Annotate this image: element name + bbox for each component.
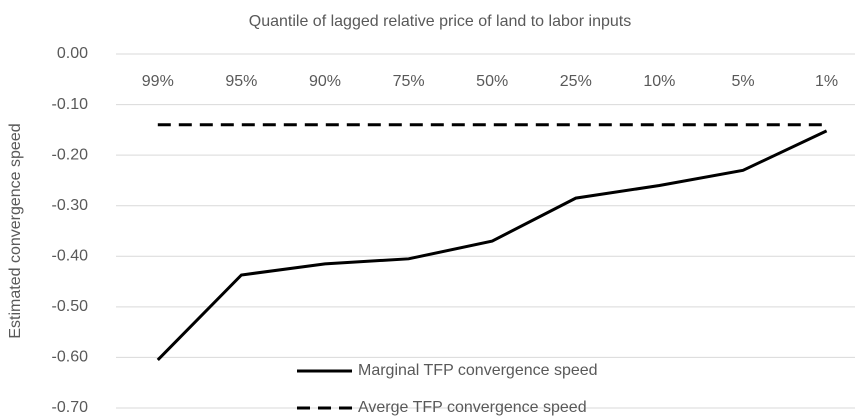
x-tick-label: 90% [309,73,341,90]
x-tick-label: 1% [815,73,838,90]
x-tick-label: 75% [393,73,425,90]
legend-label: Averge TFP convergence speed [358,399,587,416]
legend-label: Marginal TFP convergence speed [358,362,598,379]
y-tick-label: -0.20 [52,146,89,163]
y-tick-label: -0.50 [52,298,89,315]
y-tick-label: 0.00 [57,45,88,62]
y-tick-label: -0.60 [52,349,89,366]
x-tick-label: 95% [225,73,257,90]
x-tick-label: 50% [476,73,508,90]
y-tick-label: -0.70 [52,399,89,416]
x-tick-label: 5% [731,73,754,90]
chart-title: Quantile of lagged relative price of lan… [249,13,631,30]
x-tick-label: 99% [142,73,174,90]
series-line [156,129,828,362]
y-axis-title: Estimated convergence speed [7,123,24,338]
y-tick-label: -0.30 [52,197,89,214]
y-tick-label: -0.10 [52,96,89,113]
x-tick-label: 25% [560,73,592,90]
y-tick-label: -0.40 [52,248,89,265]
x-tick-label: 10% [643,73,675,90]
